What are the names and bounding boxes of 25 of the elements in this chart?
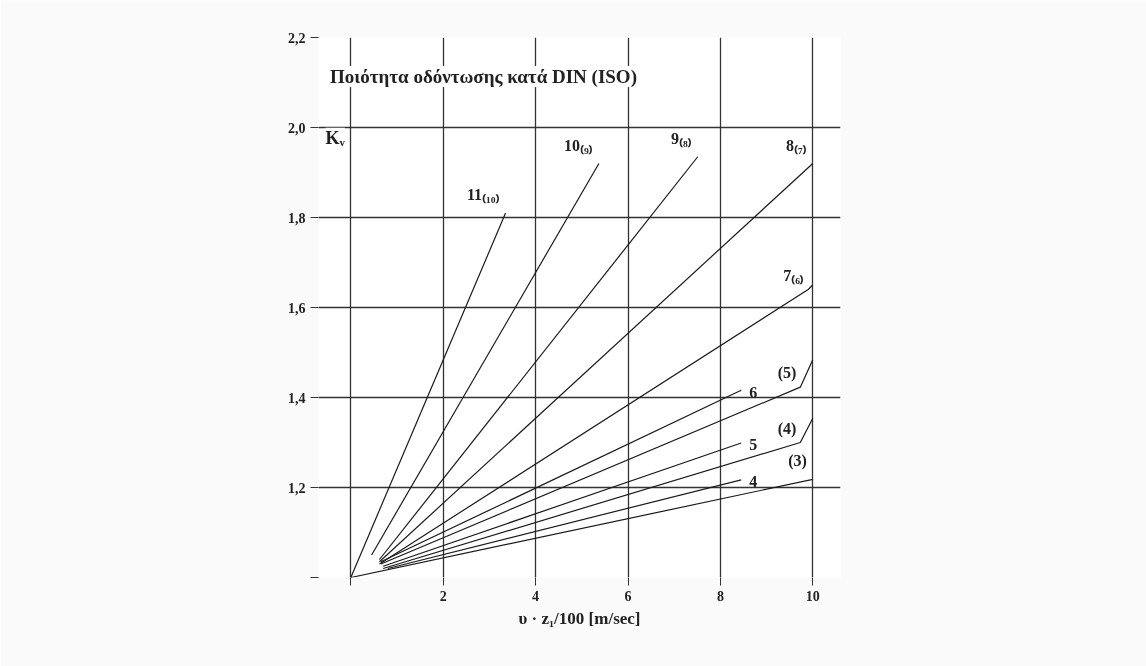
x-tick-label: 8: [716, 588, 724, 604]
series-label: 9₍₈₎: [670, 129, 692, 148]
y-tick-label: 1,8: [288, 210, 306, 226]
series-label: 5: [749, 436, 758, 454]
y-tick-label: 2,0: [288, 120, 306, 136]
series-label: (5): [777, 364, 797, 383]
y-tick-label: 1,2: [288, 480, 306, 496]
series-label: 7₍₆₎: [783, 266, 805, 285]
y-axis-title: Kᵥ: [325, 127, 346, 148]
y-tick-label: 1,6: [288, 300, 306, 316]
series-label: (3): [788, 452, 807, 471]
y-tick-label: 2,2: [288, 30, 306, 46]
x-tick-label: 2: [439, 588, 447, 604]
series-label: 6: [749, 383, 758, 401]
series-label: 10₍₉₎: [564, 136, 593, 155]
x-tick-label: 4: [532, 588, 540, 604]
text: Ποιότητα οδόντωσης κατά DIN (ISO): [330, 66, 637, 88]
x-tick-label: 10: [805, 588, 820, 604]
series-label: 4: [749, 473, 758, 491]
series-label: (4): [777, 419, 797, 438]
series-label: 8₍₇₎: [785, 136, 807, 155]
y-tick-label: 1,4: [288, 390, 306, 406]
x-tick-label: 6: [624, 588, 632, 604]
series-label: 11₍₁₀₎: [466, 186, 500, 204]
x-axis-title: υ · z₁/100 [m/sec]: [518, 608, 641, 628]
